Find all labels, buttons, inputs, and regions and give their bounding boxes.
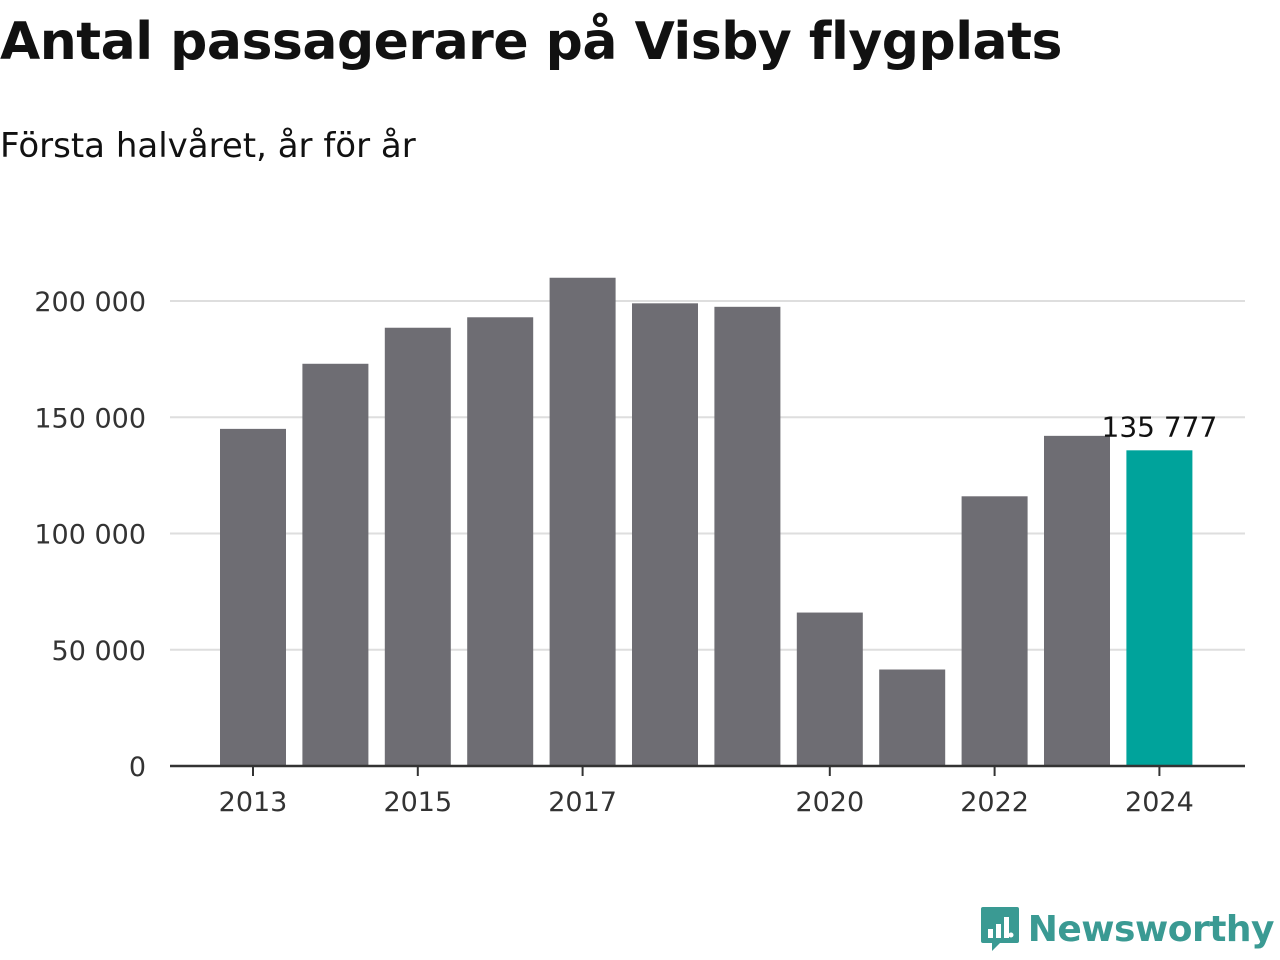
x-axis: 2013 2015 2017 2020 2022 2024 bbox=[170, 764, 1245, 818]
bar-2017 bbox=[549, 277, 616, 766]
x-tick-label: 2015 bbox=[383, 787, 452, 818]
y-tick-label: 50 000 bbox=[52, 636, 146, 667]
bar-2016 bbox=[467, 317, 534, 766]
bar-2021 bbox=[879, 669, 946, 766]
y-tick-label: 0 bbox=[129, 752, 146, 783]
bar-2023 bbox=[1044, 435, 1110, 766]
bar-2024 bbox=[1126, 450, 1193, 766]
x-tick-label: 2022 bbox=[960, 787, 1029, 818]
bar-chart-speech-bubble-icon bbox=[980, 907, 1019, 951]
newsworthy-logo: Newsworthy bbox=[980, 904, 1275, 954]
data-label-2024: 135 777 bbox=[1102, 410, 1218, 443]
bar-2014 bbox=[302, 363, 369, 766]
y-tick-label: 150 000 bbox=[34, 403, 146, 434]
brand-name: Newsworthy bbox=[1027, 908, 1275, 950]
x-tick-label: 2024 bbox=[1125, 787, 1194, 818]
bar-2018 bbox=[632, 303, 698, 766]
bar-2015 bbox=[384, 327, 451, 766]
y-tick-label: 200 000 bbox=[34, 287, 146, 318]
y-tick-label: 100 000 bbox=[34, 520, 146, 551]
bar-2022 bbox=[961, 496, 1028, 766]
data-labels: 135 777 bbox=[1102, 410, 1218, 443]
chart-subtitle: Första halvåret, år för år bbox=[0, 126, 416, 166]
x-tick-label: 2013 bbox=[219, 787, 288, 818]
x-tick-label: 2017 bbox=[548, 787, 617, 818]
bars bbox=[220, 277, 1193, 766]
bar-2019 bbox=[714, 306, 781, 766]
bar-2013 bbox=[220, 428, 286, 766]
chart-title: Antal passagerare på Visby flygplats bbox=[0, 12, 1062, 72]
y-axis-ticks: 0 50 000 100 000 150 000 200 000 bbox=[34, 287, 146, 783]
x-tick-label: 2020 bbox=[795, 787, 864, 818]
bar-2020 bbox=[796, 612, 863, 766]
